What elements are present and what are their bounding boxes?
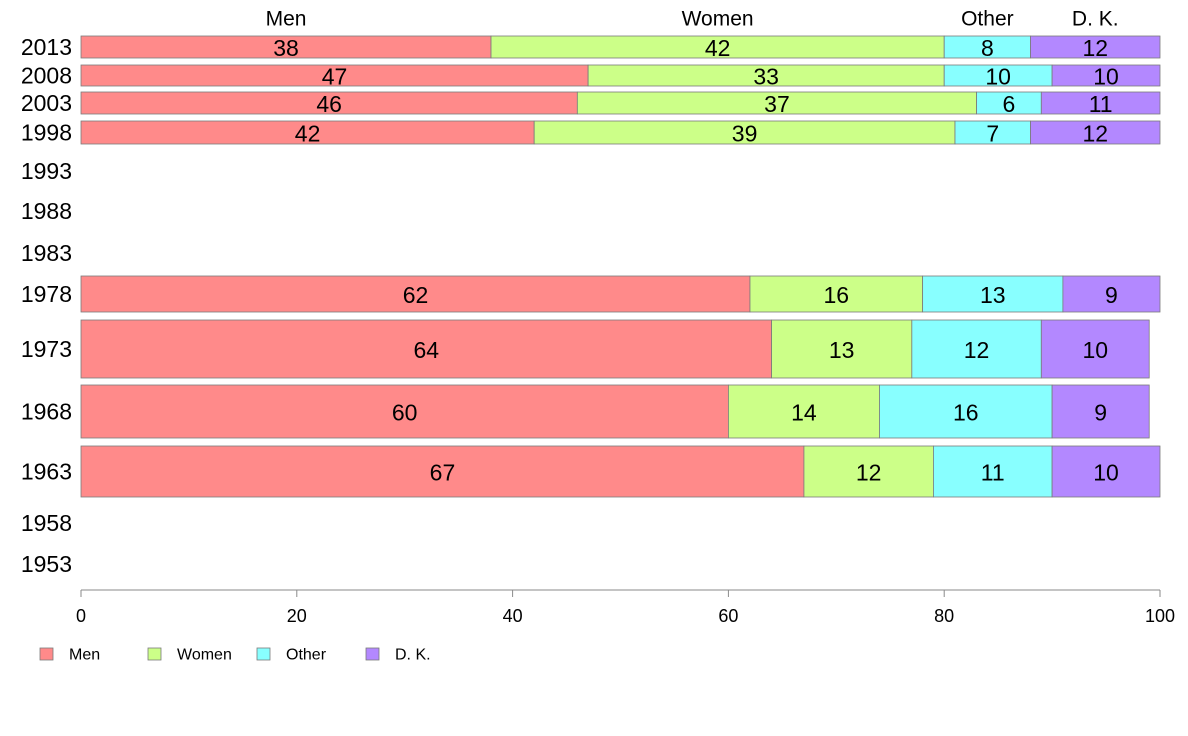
bar-value-label: 60 [392,400,418,426]
bar-value-label: 46 [316,91,342,117]
bar-segment-women [771,319,913,379]
bar-value-label: 12 [1082,121,1108,147]
bar-value-label: 42 [705,35,731,61]
y-tick-label: 2013 [21,34,72,60]
x-axis: 0 20 40 60 80 100 [76,589,1175,626]
bar-value-label: 38 [273,35,299,61]
bar-value-label: 11 [981,460,1005,486]
bar-segment-d-k [1030,120,1161,145]
bar-value-label: 64 [413,337,439,363]
top-series-labels: Men Women Other D. K. [266,8,1119,31]
legend-swatch [39,647,54,661]
legend-swatch [256,647,271,661]
bar-segment-d-k [1030,35,1161,59]
bar-value-label: 13 [829,337,855,363]
bar-value-label: 33 [753,64,779,90]
legend-label: D. K. [395,647,431,664]
bar-value-label: 39 [732,121,758,147]
bar-value-label: 9 [1094,400,1107,426]
y-tick-label: 1958 [21,510,72,536]
bar-value-label: 11 [1089,91,1113,117]
bar-segment-men [80,319,772,379]
x-tick-label: 80 [934,606,954,626]
bar-segment-women [749,275,924,313]
bar-value-label: 9 [1105,282,1118,308]
y-tick-label: 1973 [21,336,72,362]
y-tick-label: 1983 [21,240,72,266]
bar-segment-d-k [1051,64,1161,87]
bar-segment-d-k [1051,445,1161,498]
bar-segment-men [80,445,805,498]
bar-value-label: 47 [322,64,348,90]
bar-value-label: 6 [1003,91,1016,117]
y-tick-label: 1988 [21,198,72,224]
y-tick-label: 1993 [21,158,72,184]
x-tick-label: 0 [76,606,86,626]
legend: Men Women Other D. K. [39,647,431,664]
bar-segment-d-k [1040,319,1150,379]
bar-value-label: 8 [981,35,994,61]
legend-swatch [365,647,380,661]
y-tick-label: 2008 [21,63,72,89]
bar-segment-women [803,445,934,498]
top-series-label: Men [266,8,307,31]
bar-value-label: 67 [430,460,456,486]
top-series-label: Other [961,8,1014,31]
top-series-label: D. K. [1072,8,1119,31]
y-tick-label: 1953 [21,551,72,577]
bars-group: 38 42 8 12 47 33 10 10 46 37 6 11 42 39 7 12 62 16 13 9 64 13… [80,35,1161,498]
bar-segment-women [728,384,880,439]
legend-label: Women [177,647,232,664]
bar-value-label: 16 [824,282,850,308]
bar-value-label: 13 [980,282,1006,308]
x-tick-label: 40 [503,606,523,626]
legend-label: Other [286,647,327,664]
bar-value-label: 12 [856,460,882,486]
y-tick-label: 2003 [21,90,72,116]
bar-segment-other [933,445,1053,498]
bar-segment-other [911,319,1042,379]
bar-value-label: 14 [791,400,817,426]
y-tick-label: 1968 [21,399,72,425]
bar-value-label: 12 [964,337,990,363]
x-tick-label: 20 [287,606,307,626]
bar-value-label: 37 [764,91,790,117]
y-tick-label: 1963 [21,459,72,485]
bar-segment-d-k [1051,384,1150,439]
bar-value-label: 12 [1082,35,1108,61]
bar-value-label: 10 [1093,64,1119,90]
x-tick-label: 60 [718,606,738,626]
legend-swatch [147,647,162,661]
bar-value-label: 16 [953,400,979,426]
bar-value-label: 10 [1082,337,1108,363]
bar-segment-men [80,275,751,313]
bar-segment-d-k [1040,91,1161,115]
bar-segment-d-k [1062,275,1161,313]
bar-segment-men [80,384,729,439]
bar-value-label: 62 [403,282,429,308]
bar-value-label: 10 [985,64,1011,90]
bar-value-label: 7 [986,121,999,147]
legend-label: Men [69,647,100,664]
y-tick-label: 1978 [21,281,72,307]
top-series-label: Women [682,8,754,31]
y-tick-label: 1998 [21,120,72,146]
bar-value-label: 10 [1093,460,1119,486]
x-tick-label: 100 [1145,606,1175,626]
bar-value-label: 42 [295,121,321,147]
